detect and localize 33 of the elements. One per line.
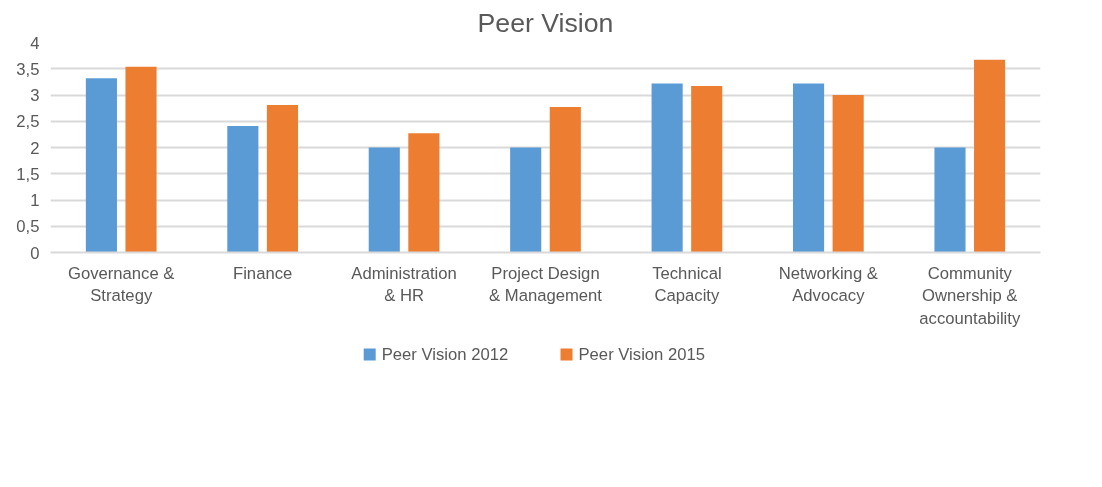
y-tick-label: 4: [30, 33, 40, 53]
bar: [125, 66, 157, 253]
chart-title: Peer Vision: [477, 7, 614, 38]
bar: [974, 59, 1006, 253]
legend-label: Peer Vision 2012: [381, 345, 509, 364]
x-tick-label: Governance & Strategy: [67, 263, 175, 306]
legend-label: Peer Vision 2015: [578, 345, 706, 364]
bar: [549, 107, 581, 253]
x-tick-label: Community Ownership & accountability: [919, 263, 1021, 329]
y-tick-label: 3,5: [16, 59, 40, 79]
bar: [368, 147, 400, 253]
bar: [266, 104, 298, 253]
bar: [832, 95, 864, 253]
bar: [510, 147, 542, 253]
bar: [85, 78, 117, 253]
x-tick-label: Finance: [233, 263, 293, 283]
y-tick-label: 2: [30, 138, 40, 158]
x-tick-label: Networking & Advocacy: [778, 263, 878, 306]
y-tick-label: 3: [30, 86, 40, 105]
bar: [793, 83, 825, 253]
x-tick-label: Technical Capacity: [652, 263, 722, 306]
bar: [691, 86, 723, 253]
y-tick-label: 1: [30, 191, 40, 210]
y-tick-label: 0: [30, 243, 40, 263]
bar: [227, 125, 259, 253]
x-tick-label: Administration & HR: [351, 263, 457, 306]
y-tick-label: 2,5: [16, 112, 40, 132]
y-tick-label: 1,5: [16, 164, 40, 184]
bar: [934, 147, 966, 253]
bar: [651, 83, 683, 253]
x-tick-label: Project Design & Management: [489, 263, 603, 306]
y-tick-label: 0,5: [16, 217, 40, 237]
bar: [408, 133, 440, 253]
